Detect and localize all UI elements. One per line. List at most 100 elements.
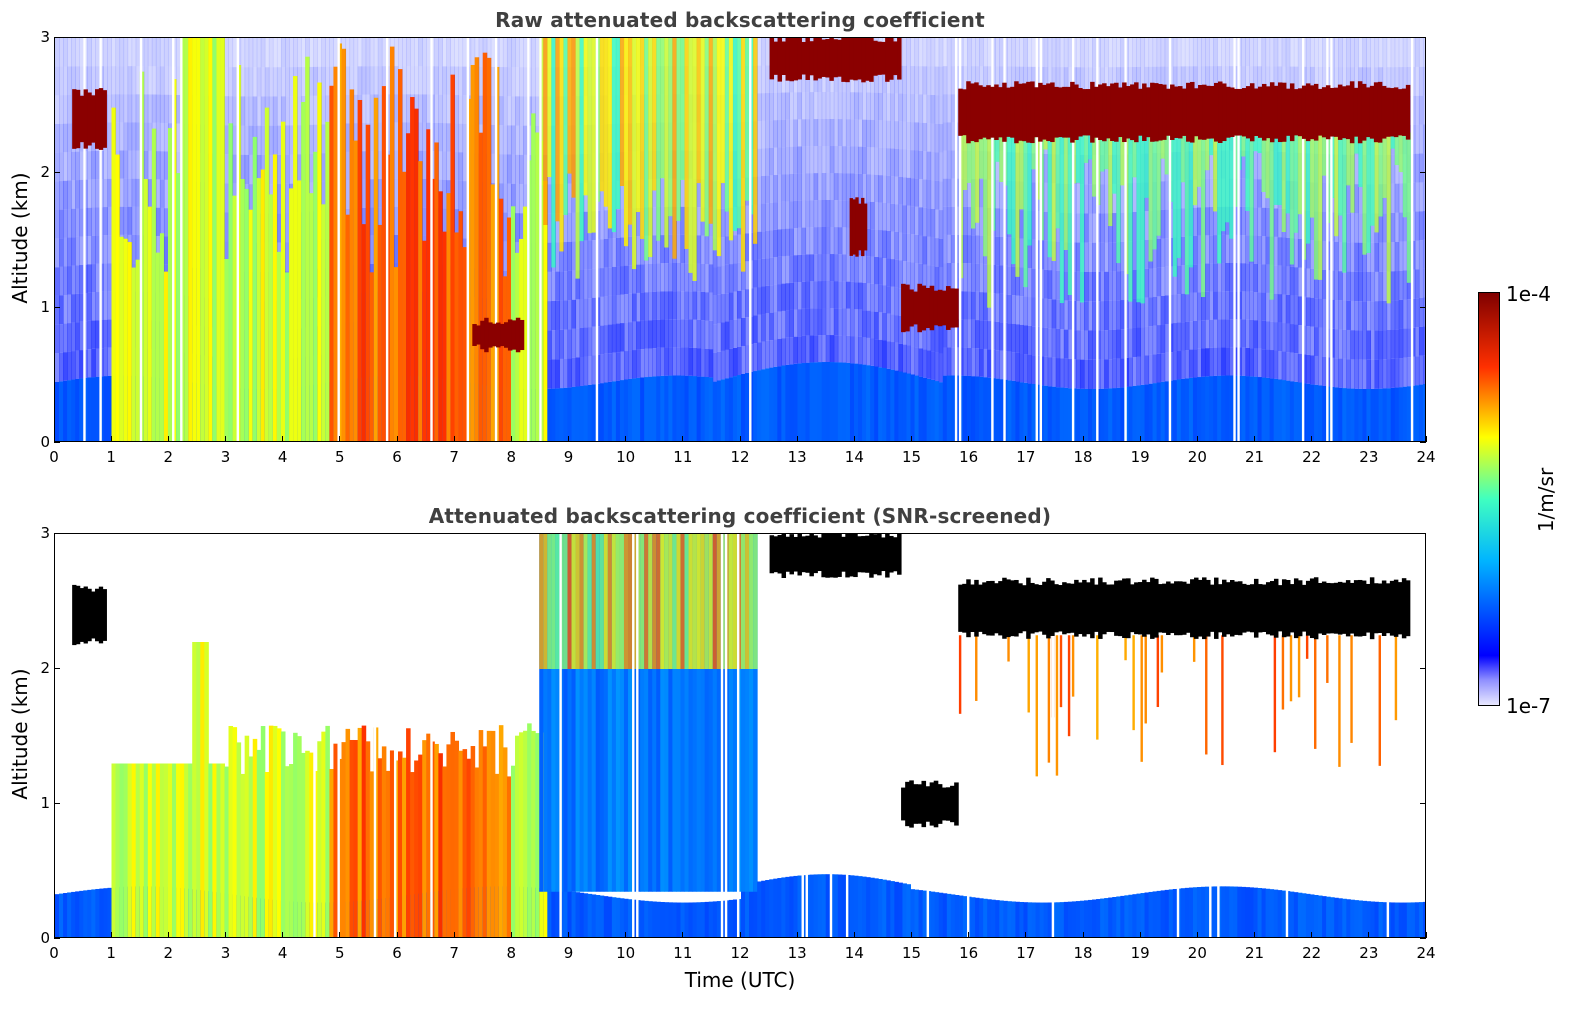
cloud-cell-cloud-layer-afternoon (1349, 81, 1355, 144)
noise-cell (107, 178, 112, 207)
bottom-heatmap (55, 534, 1425, 937)
afternoon-streak (1128, 132, 1133, 302)
noise-cell (321, 124, 326, 154)
noise-cell (1084, 38, 1089, 68)
noise-cell (934, 180, 940, 210)
noise-cell (1245, 207, 1250, 236)
noise-cell (753, 287, 758, 316)
boundary-layer-cell (934, 381, 940, 441)
noise-cell (143, 122, 149, 151)
noise-cell (971, 348, 976, 377)
noise-cell (1318, 327, 1323, 357)
noise-cell (1229, 234, 1234, 264)
noise-cell (785, 283, 790, 311)
noise-cell (716, 323, 722, 352)
noise-cell (446, 94, 451, 124)
noise-cell (276, 184, 282, 214)
noise-cell (837, 254, 843, 282)
noise-cell (1201, 320, 1206, 349)
noise-cell (902, 38, 907, 66)
noise-cell (902, 205, 907, 234)
noise-cell (268, 38, 274, 68)
streak-column (724, 38, 730, 212)
x-tick-label: 5 (335, 448, 345, 466)
noise-cell (502, 38, 508, 68)
noise-cell (1188, 264, 1194, 293)
fallstreak-cell (462, 247, 468, 441)
boundary-layer-cell (1253, 376, 1259, 441)
afternoon-streak (1172, 132, 1178, 277)
noise-cell (938, 66, 944, 96)
noise-cell (1418, 182, 1424, 212)
afternoon-streak (1067, 132, 1073, 296)
noise-cell (1309, 355, 1315, 385)
boundary-layer-cell (849, 363, 855, 441)
noise-cell (357, 66, 363, 95)
noise-cell (761, 286, 766, 315)
noise-cell (127, 150, 133, 179)
noise-cell (781, 229, 786, 257)
noise-cell (1156, 353, 1162, 383)
noise-cell (870, 311, 875, 339)
afternoon-streak (1265, 132, 1271, 199)
noise-cell (696, 207, 702, 236)
noise-cell (975, 320, 980, 349)
cloud-cell-cloud-layer-afternoon (1373, 82, 1379, 143)
noise-cell (1027, 38, 1033, 67)
noise-cell (1196, 38, 1202, 67)
boundary-layer-cell (962, 375, 968, 441)
streak-column (632, 38, 637, 270)
afternoon-streak (1225, 132, 1230, 223)
afternoon-streak (1394, 132, 1400, 166)
noise-cell (442, 151, 447, 180)
noise-cell (1120, 38, 1125, 68)
noise-cell (611, 266, 617, 296)
boundary-layer-cell (797, 363, 803, 441)
cloud-cell-high-cloud-1230 (845, 38, 850, 83)
noise-cell (841, 200, 847, 228)
noise-cell (297, 38, 302, 68)
noise-cell (898, 149, 903, 177)
noise-cell (1184, 350, 1190, 379)
noise-cell (1261, 320, 1267, 350)
boundary-layer-cell (71, 891, 76, 937)
noise-cell (515, 183, 520, 214)
boundary-layer-cell (1414, 385, 1420, 441)
fallstreak-cell (285, 272, 290, 441)
noise-cell (652, 207, 657, 236)
cloud-cell-cloud-layer-afternoon (1182, 88, 1187, 136)
afternoon-streak (1027, 132, 1033, 246)
boundary-layer-cell (841, 362, 847, 441)
noise-cell (979, 179, 984, 208)
noise-cell (393, 94, 399, 123)
noise-cell (301, 67, 306, 97)
noise-cell (652, 348, 657, 377)
noise-cell (1221, 347, 1226, 376)
noise-cell (845, 200, 851, 228)
noise-cell (1350, 330, 1355, 360)
noise-cell (1172, 294, 1178, 324)
noise-cell (1160, 353, 1166, 382)
noise-cell (1188, 349, 1194, 378)
fallstreak-cell (184, 38, 189, 441)
noise-cell (272, 125, 278, 155)
noise-cell (732, 347, 738, 377)
noise-cell (1011, 323, 1016, 353)
afternoon-streak (1253, 132, 1259, 152)
cloud-cell-high-cloud-1230 (817, 38, 822, 79)
noise-cell (898, 204, 903, 233)
noise-cell (95, 292, 100, 321)
noise-cell (757, 287, 762, 315)
noise-cell (63, 295, 68, 324)
noise-cell (765, 258, 770, 286)
afternoon-streak (1322, 132, 1327, 176)
noise-cell (297, 125, 302, 155)
cloud-cell-cloud-layer-afternoon (1369, 85, 1375, 139)
noise-cell (797, 92, 803, 120)
noise-cell (1088, 330, 1093, 360)
noise-cell (1378, 330, 1384, 360)
missing-profile (954, 38, 958, 441)
noise-cell (874, 65, 879, 93)
noise-cell (59, 95, 64, 124)
fallstreak-cell (143, 178, 149, 441)
